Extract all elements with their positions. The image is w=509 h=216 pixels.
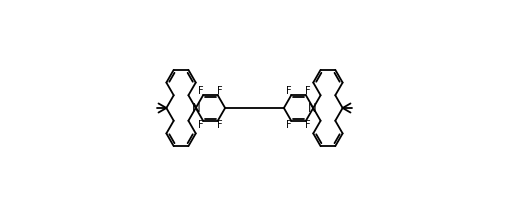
Text: F: F xyxy=(286,86,292,96)
Text: F: F xyxy=(198,120,204,130)
Text: F: F xyxy=(217,86,223,96)
Text: F: F xyxy=(305,86,311,96)
Text: N: N xyxy=(308,102,317,114)
Text: F: F xyxy=(286,120,292,130)
Text: F: F xyxy=(217,120,223,130)
Text: F: F xyxy=(198,86,204,96)
Text: N: N xyxy=(192,102,201,114)
Text: F: F xyxy=(305,120,311,130)
